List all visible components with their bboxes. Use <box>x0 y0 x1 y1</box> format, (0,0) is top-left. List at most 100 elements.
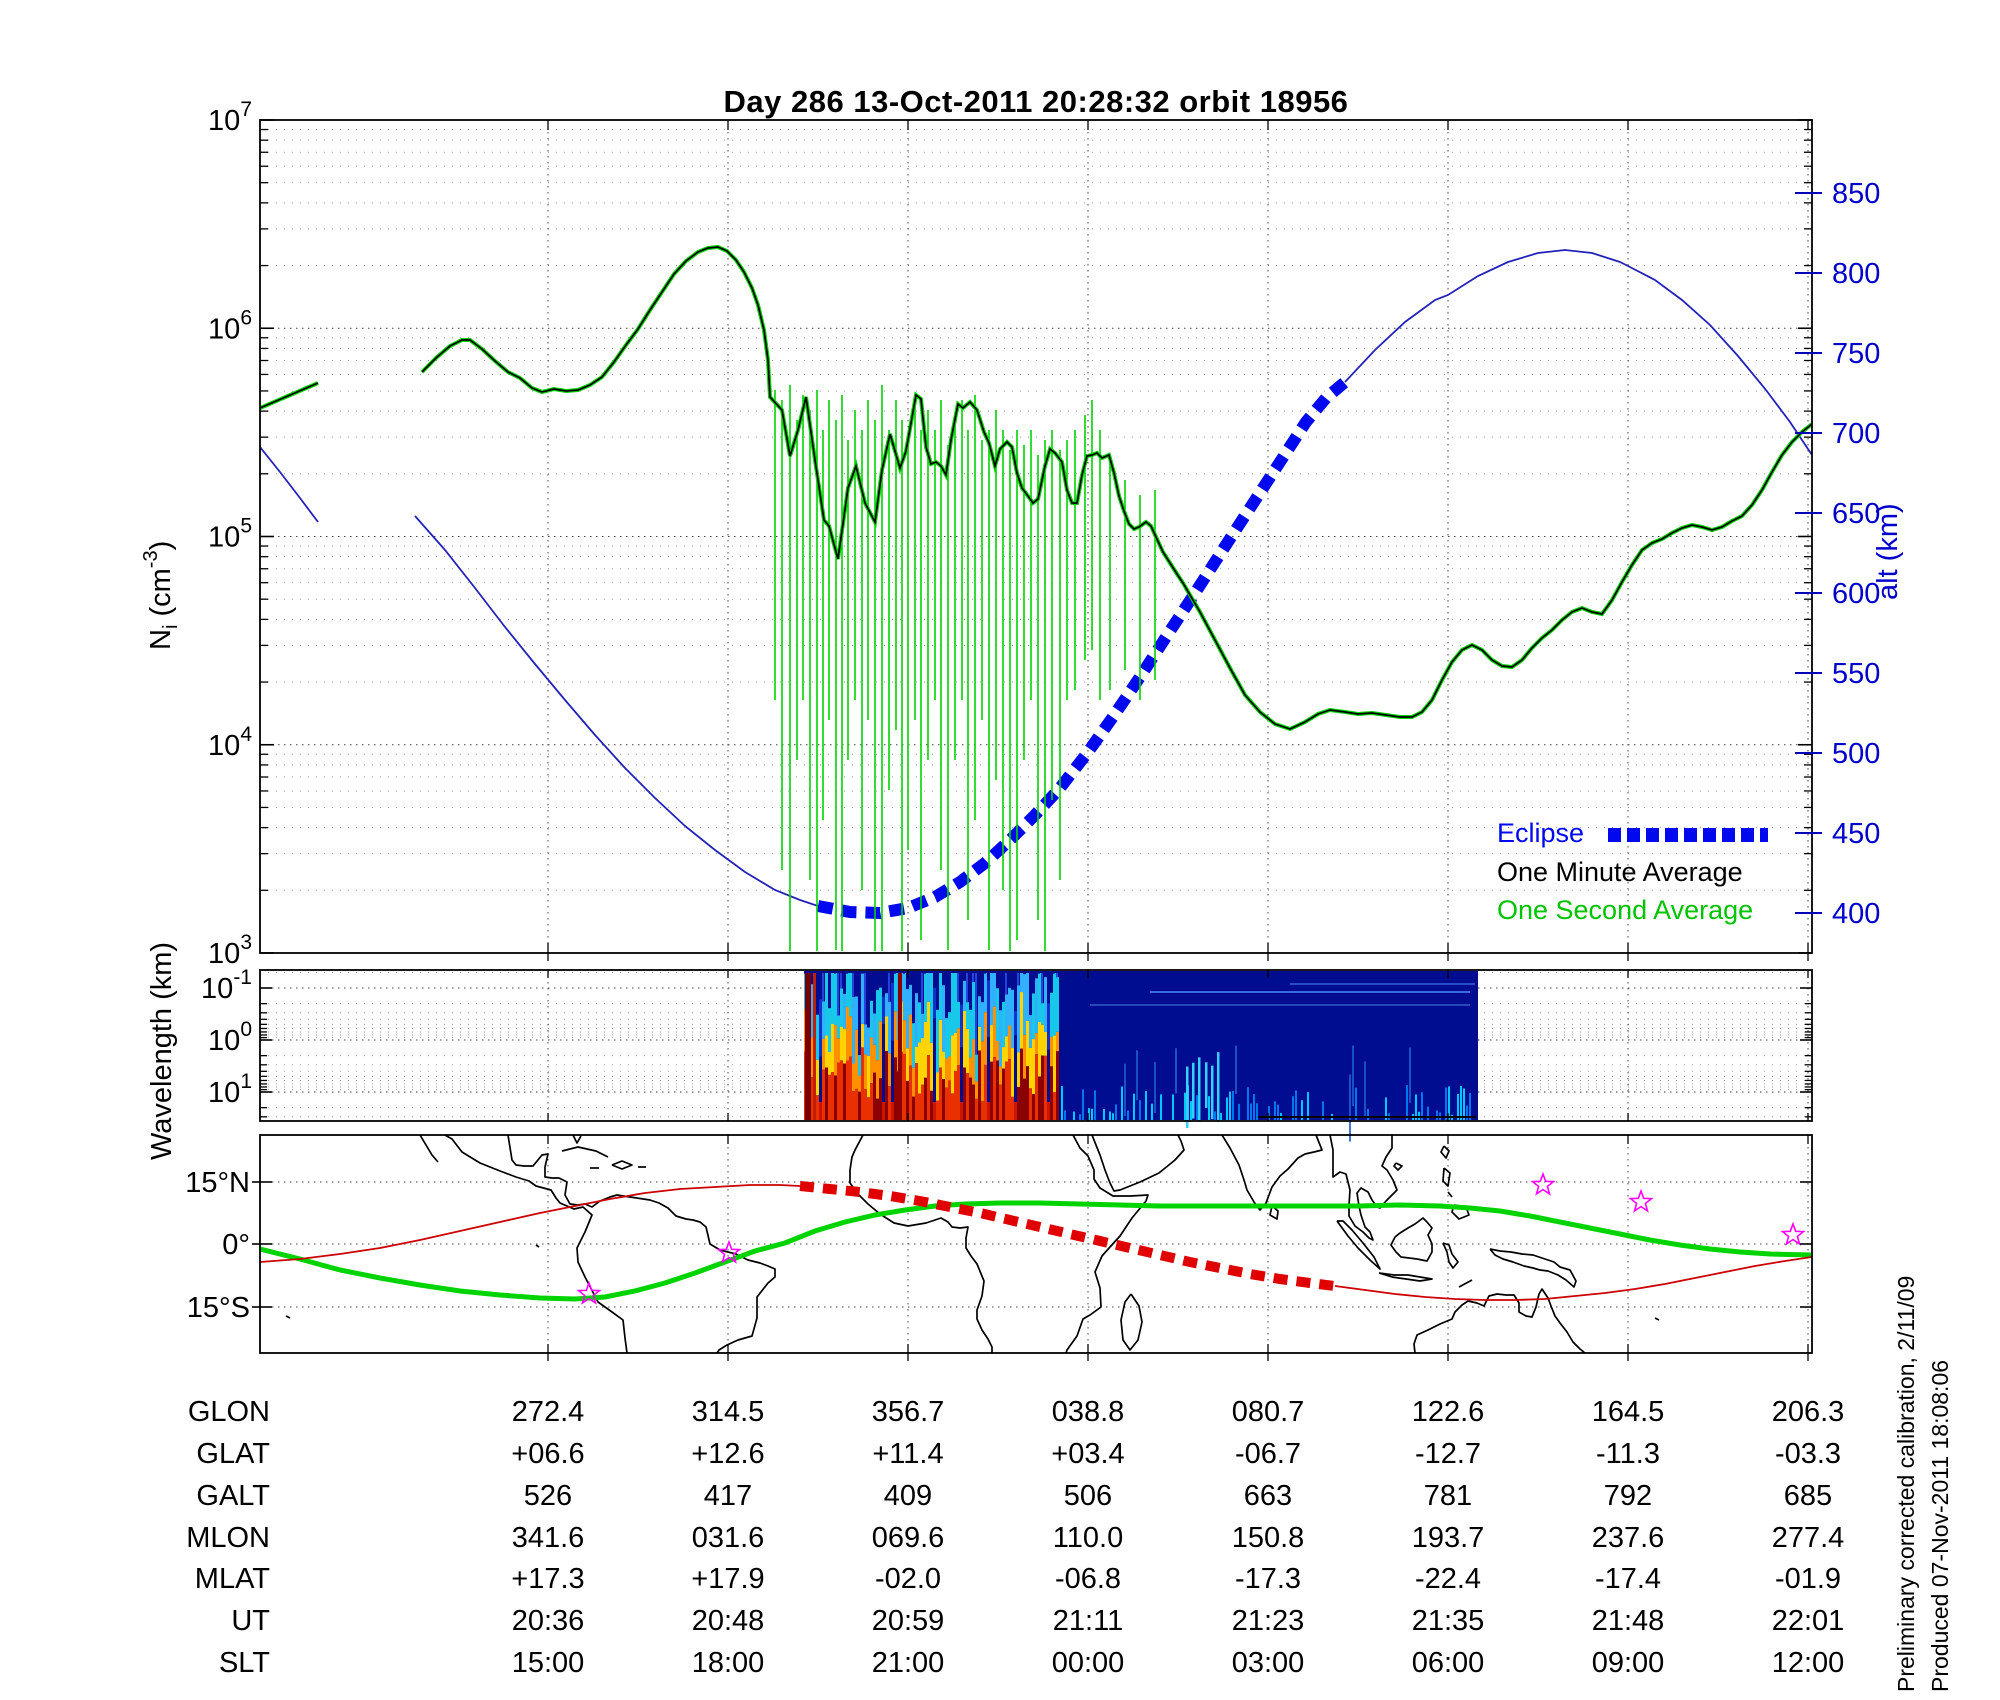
spectro-streak <box>1196 1095 1198 1120</box>
spectro-streak <box>1064 1110 1066 1120</box>
spectro-hstreak <box>1150 991 1470 993</box>
spectro-stripe <box>1002 1047 1005 1069</box>
spectro-streak <box>1211 1065 1214 1120</box>
alt-tick-label: 450 <box>1832 818 1880 850</box>
spectro-stripe <box>1023 1078 1026 1120</box>
produced-note: Produced 07-Nov-2011 18:08:06 <box>1927 1359 1953 1692</box>
spectro-stripe <box>837 1015 840 1039</box>
alt-tick-label: 400 <box>1832 898 1880 930</box>
spectro-stripe <box>1038 973 1040 974</box>
table-cell-GALT-6: 792 <box>1603 1480 1653 1512</box>
spectro-stripe <box>972 1084 975 1120</box>
coastline <box>1393 1162 1403 1171</box>
spectro-stripe <box>972 1039 975 1085</box>
table-cell-UT-6: 21:48 <box>1591 1605 1665 1637</box>
spectro-stripe <box>978 996 981 1027</box>
table-cell-MLAT-7: -01.9 <box>1774 1563 1842 1595</box>
ni-axis-label-sub: i <box>160 624 182 630</box>
spectro-stripe <box>876 990 879 1061</box>
table-cell-MLON-0: 341.6 <box>511 1522 585 1554</box>
spectro-stripe <box>1005 973 1007 995</box>
spectro-streak <box>1061 1085 1063 1120</box>
spectro-stripe <box>936 1009 939 1073</box>
spectro-stripe <box>1017 973 1019 986</box>
coastline <box>507 1135 776 1353</box>
spectro-streak <box>1175 1048 1177 1094</box>
table-cell-SLT-1: 18:00 <box>691 1647 765 1679</box>
wavelength-tick-label-exponent: 0 <box>240 1018 252 1041</box>
spectro-stripe <box>969 1057 972 1078</box>
coastline <box>444 1135 628 1353</box>
spectro-stripe <box>888 1001 891 1054</box>
spectro-stripe <box>840 988 843 1027</box>
spectro-stripe <box>918 1042 921 1094</box>
table-cell-SLT-7: 12:00 <box>1771 1647 1845 1679</box>
coastline <box>1413 1288 1586 1353</box>
spectro-stripe <box>873 1013 876 1045</box>
star-marker <box>716 1239 742 1264</box>
spectro-stripe <box>951 1035 954 1094</box>
spectro-streak <box>1292 1096 1294 1120</box>
spectro-stripe <box>924 973 926 974</box>
spectro-stripe <box>903 1020 906 1054</box>
spectro-streak <box>1448 1086 1450 1120</box>
spectro-stripe <box>825 1035 828 1068</box>
table-cell-UT-5: 21:35 <box>1411 1605 1485 1637</box>
spectro-stripe <box>954 1032 957 1071</box>
spectro-stripe <box>882 996 885 1024</box>
spectro-streak <box>1364 1061 1366 1118</box>
spectro-streak <box>1151 1103 1153 1120</box>
table-cell-GLON-6: 164.5 <box>1591 1396 1665 1428</box>
table-cell-MLON-7: 277.4 <box>1771 1522 1845 1554</box>
spectro-stripe <box>816 1059 819 1096</box>
spectro-stripe <box>939 1067 942 1120</box>
alt-tick-label: 800 <box>1832 258 1880 290</box>
spectro-stripe <box>870 1037 873 1084</box>
spectro-stripe <box>945 1018 948 1059</box>
table-cell-GLON-0: 272.4 <box>511 1396 585 1428</box>
spectro-stripe <box>864 1024 867 1055</box>
spectro-stripe <box>1032 1094 1035 1120</box>
spectro-streak <box>1409 1047 1411 1103</box>
ni-axis-label-post: ) <box>145 540 177 551</box>
spectro-stripe <box>999 1010 1002 1067</box>
spectro-stripe <box>837 973 839 1016</box>
spectro-stripe <box>999 1084 1002 1120</box>
spectro-stripe <box>819 999 822 1057</box>
spectro-stripe <box>975 1098 978 1120</box>
table-cell-MLON-4: 150.8 <box>1231 1522 1305 1554</box>
spectro-streak <box>1457 1093 1459 1120</box>
spectro-stripe <box>957 973 959 1002</box>
spectro-stripe <box>805 973 811 1120</box>
spectro-stripe <box>996 988 999 1041</box>
spectro-stripe <box>984 973 986 974</box>
spectro-stripe <box>1023 1034 1026 1079</box>
spectro-stripe <box>1005 1036 1008 1062</box>
spectro-stripe <box>1002 1001 1005 1048</box>
table-cell-GALT-7: 685 <box>1783 1480 1833 1512</box>
coastline <box>1221 1135 1323 1211</box>
ni-tick-label-exponent: 6 <box>240 306 252 329</box>
spectro-stripe <box>909 984 912 1015</box>
spectro-stripe <box>951 973 954 1036</box>
spectro-streak <box>1463 1088 1465 1120</box>
eclipse-dash-sample-icon <box>1608 827 1769 842</box>
spectro-stripe <box>972 973 974 982</box>
table-cell-MLAT-2: -02.0 <box>874 1563 942 1595</box>
spectro-stripe <box>852 1091 855 1120</box>
table-cell-GALT-0: 526 <box>523 1480 573 1512</box>
spectro-stripe <box>885 1051 888 1120</box>
spectro-stripe <box>918 1002 921 1043</box>
spectro-stripe <box>855 996 858 1030</box>
table-cell-SLT-2: 21:00 <box>871 1647 945 1679</box>
altitude-curve <box>260 446 319 523</box>
spectro-stripe <box>957 1065 960 1120</box>
table-cell-GLAT-1: +12.6 <box>691 1438 765 1470</box>
table-cell-GALT-2: 409 <box>883 1480 933 1512</box>
spectro-streak <box>1427 1106 1429 1120</box>
ni-tick-label: 107 <box>208 98 252 137</box>
spectro-stripe <box>966 1028 969 1074</box>
spectro-streak <box>1172 1094 1174 1120</box>
table-cell-GALT-3: 506 <box>1063 1480 1113 1512</box>
spectro-stripe <box>861 1047 864 1120</box>
